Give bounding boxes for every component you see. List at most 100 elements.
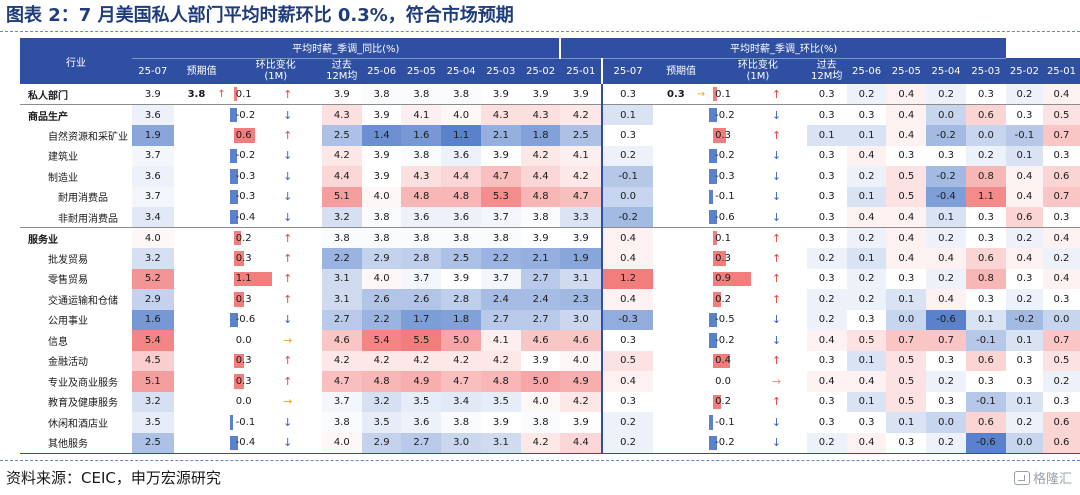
yoy-change-cell: -0.6 xyxy=(229,310,279,331)
mom-history-cell: 0.5 xyxy=(886,391,927,412)
mom-history-cell: 0.3 xyxy=(1042,289,1080,310)
yoy-avg-header-line2: 12M均 xyxy=(326,71,358,83)
table-row: 零售贸易 5.2 1.1 ↑ 3.1 4.0 3.7 3.9 3.7 2.7 3.1 1.2 0.9 ↑ 0… xyxy=(20,268,1080,289)
yoy-latest-header: 25-07 xyxy=(132,58,174,84)
yoy-change-header-line1: 环比变化 xyxy=(255,60,296,72)
yoy-change-bar xyxy=(233,271,272,286)
industry-name: 零售贸易 xyxy=(48,275,88,287)
yoy-month-header: 25-04 xyxy=(441,58,481,84)
mom-history-cell: 0.2 xyxy=(1005,84,1043,105)
mom-history-cell: 0.3 xyxy=(965,84,1006,105)
yoy-change-cell: -0.4 xyxy=(229,207,280,228)
yoy-history-cell: 5.5 xyxy=(401,330,442,351)
mom-history-cell: 0.3 xyxy=(965,371,1006,392)
yoy-change-cell: 0.1 xyxy=(229,84,280,105)
yoy-avg-cell: 4.0 xyxy=(321,432,362,454)
mom-history-cell: 0.4 xyxy=(886,125,927,146)
yoy-change-cell: -0.3 xyxy=(229,166,279,187)
mom-history-cell: 0.5 xyxy=(846,330,887,351)
mom-history-cell: 0.8 xyxy=(965,166,1006,187)
mom-change-value: -0.5 xyxy=(715,314,735,326)
mom-avg-cell: 0.3 xyxy=(806,391,847,412)
mom-change-cell: 0.3 xyxy=(709,125,768,146)
mom-forecast-header: 预期值 xyxy=(653,58,710,84)
yoy-history-cell: 1.4 xyxy=(361,125,402,146)
table-row: 金融活动 4.5 0.3 ↑ 4.2 4.2 4.2 4.2 4.2 3.9 4.0 0.5 0.4 ↑ 0… xyxy=(20,350,1080,371)
mom-history-cell: 0.3 xyxy=(926,145,966,166)
yoy-change-value: -0.2 xyxy=(235,109,256,121)
mom-history-cell: 0.6 xyxy=(965,248,1006,269)
yoy-history-cell: 3.5 xyxy=(401,391,442,412)
yoy-history-cell: 4.0 xyxy=(560,350,603,371)
yoy-history-cell: 2.4 xyxy=(520,289,561,310)
mom-latest-header: 25-07 xyxy=(601,58,654,84)
mom-change-bar xyxy=(713,128,727,143)
arrow-up-icon: ↑ xyxy=(217,88,226,100)
mom-history-cell: -0.1 xyxy=(1005,125,1043,146)
mom-latest-cell: 0.1 xyxy=(601,104,654,125)
mom-history-cell: 0.4 xyxy=(846,371,887,392)
yoy-latest-cell: 3.5 xyxy=(132,412,174,433)
mom-latest-cell: -0.3 xyxy=(601,309,654,330)
yoy-history-cell: 4.0 xyxy=(361,268,402,289)
mom-history-cell: 0.2 xyxy=(1042,371,1080,392)
yoy-latest-cell: 3.9 xyxy=(132,84,174,105)
yoy-forecast-cell xyxy=(173,207,230,228)
yoy-change-cell: 0.3 xyxy=(230,371,279,392)
mom-forecast-cell xyxy=(653,248,709,269)
yoy-change-arrow-cell: ↓ xyxy=(279,412,322,433)
yoy-forecast-value: 3.8 xyxy=(187,88,206,100)
mom-change-cell: -0.3 xyxy=(709,166,768,187)
mom-latest-cell: 0.3 xyxy=(601,84,654,105)
mom-history-cell: 0.5 xyxy=(886,166,927,187)
yoy-change-cell: -0.2 xyxy=(229,146,279,167)
mom-change-value: 0.4 xyxy=(715,355,732,367)
mom-change-bar xyxy=(709,148,718,163)
yoy-avg-cell: 3.8 xyxy=(321,227,362,248)
mom-change-value: -0.2 xyxy=(715,334,735,346)
mom-change-arrow-cell: ↑ xyxy=(768,392,807,413)
table-row: 私人部门 3.9 3.8 ↑ 0.1 ↑ 3.9 3.8 3.8 3.8 3.9 3.9 3.9 0.3 0… xyxy=(20,84,1080,105)
yoy-history-cell: 2.9 xyxy=(361,432,402,454)
yoy-history-cell: 4.3 xyxy=(480,104,521,125)
industry-name: 教育及健康服务 xyxy=(48,398,118,410)
yoy-history-cell: 3.9 xyxy=(520,227,561,248)
mom-history-cell: 0.0 xyxy=(1005,432,1043,454)
yoy-history-cell: 3.9 xyxy=(560,227,603,248)
mom-history-cell: 0.4 xyxy=(886,104,927,125)
yoy-history-cell: 2.9 xyxy=(361,248,402,269)
yoy-history-cell: 4.3 xyxy=(401,166,442,187)
mom-change-cell: 0.0 xyxy=(709,371,768,392)
mom-history-cell: 0.3 xyxy=(1005,104,1043,125)
yoy-latest-cell: 2.9 xyxy=(132,289,174,310)
yoy-change-bar xyxy=(229,148,237,163)
yoy-avg-cell: 3.2 xyxy=(321,207,362,228)
mom-change-value: -0.2 xyxy=(715,109,735,121)
industry-name: 制造业 xyxy=(48,172,78,184)
yoy-history-cell: 4.2 xyxy=(441,350,481,371)
mom-history-cell: 0.3 xyxy=(965,289,1006,310)
mom-change-cell: -0.1 xyxy=(709,412,768,433)
table-row: 交通运输和仓储 2.9 0.3 ↑ 3.1 2.6 2.6 2.8 2.4 2.4 2.3 0.4 0.… xyxy=(20,289,1080,310)
mom-month-header: 25-03 xyxy=(965,58,1006,84)
yoy-change-cell: 0.3 xyxy=(230,289,279,310)
arrow-flat-icon: → xyxy=(696,88,706,100)
mom-history-cell: 0.1 xyxy=(1005,145,1043,166)
mom-latest-cell: 0.2 xyxy=(601,432,654,454)
arrow-down-icon: ↓ xyxy=(283,210,293,224)
arrow-down-icon: ↓ xyxy=(771,169,782,183)
mom-change-bar xyxy=(713,394,722,409)
yoy-history-cell: 3.9 xyxy=(480,145,521,166)
yoy-history-cell: 4.3 xyxy=(520,104,561,125)
mom-change-arrow-cell: ↓ xyxy=(767,432,807,454)
yoy-history-cell: 3.8 xyxy=(441,84,481,105)
yoy-change-bar xyxy=(233,374,244,389)
yoy-change-arrow-cell: ↓ xyxy=(279,207,322,228)
mom-avg-cell: 0.3 xyxy=(806,227,847,248)
arrow-flat-icon: → xyxy=(771,374,782,388)
yoy-history-cell: 2.8 xyxy=(441,289,481,310)
mom-history-cell: 0.4 xyxy=(886,207,927,228)
mom-latest-cell: 0.2 xyxy=(601,412,654,433)
yoy-history-cell: 3.8 xyxy=(401,84,442,105)
yoy-change-arrow-cell: ↑ xyxy=(279,125,322,146)
